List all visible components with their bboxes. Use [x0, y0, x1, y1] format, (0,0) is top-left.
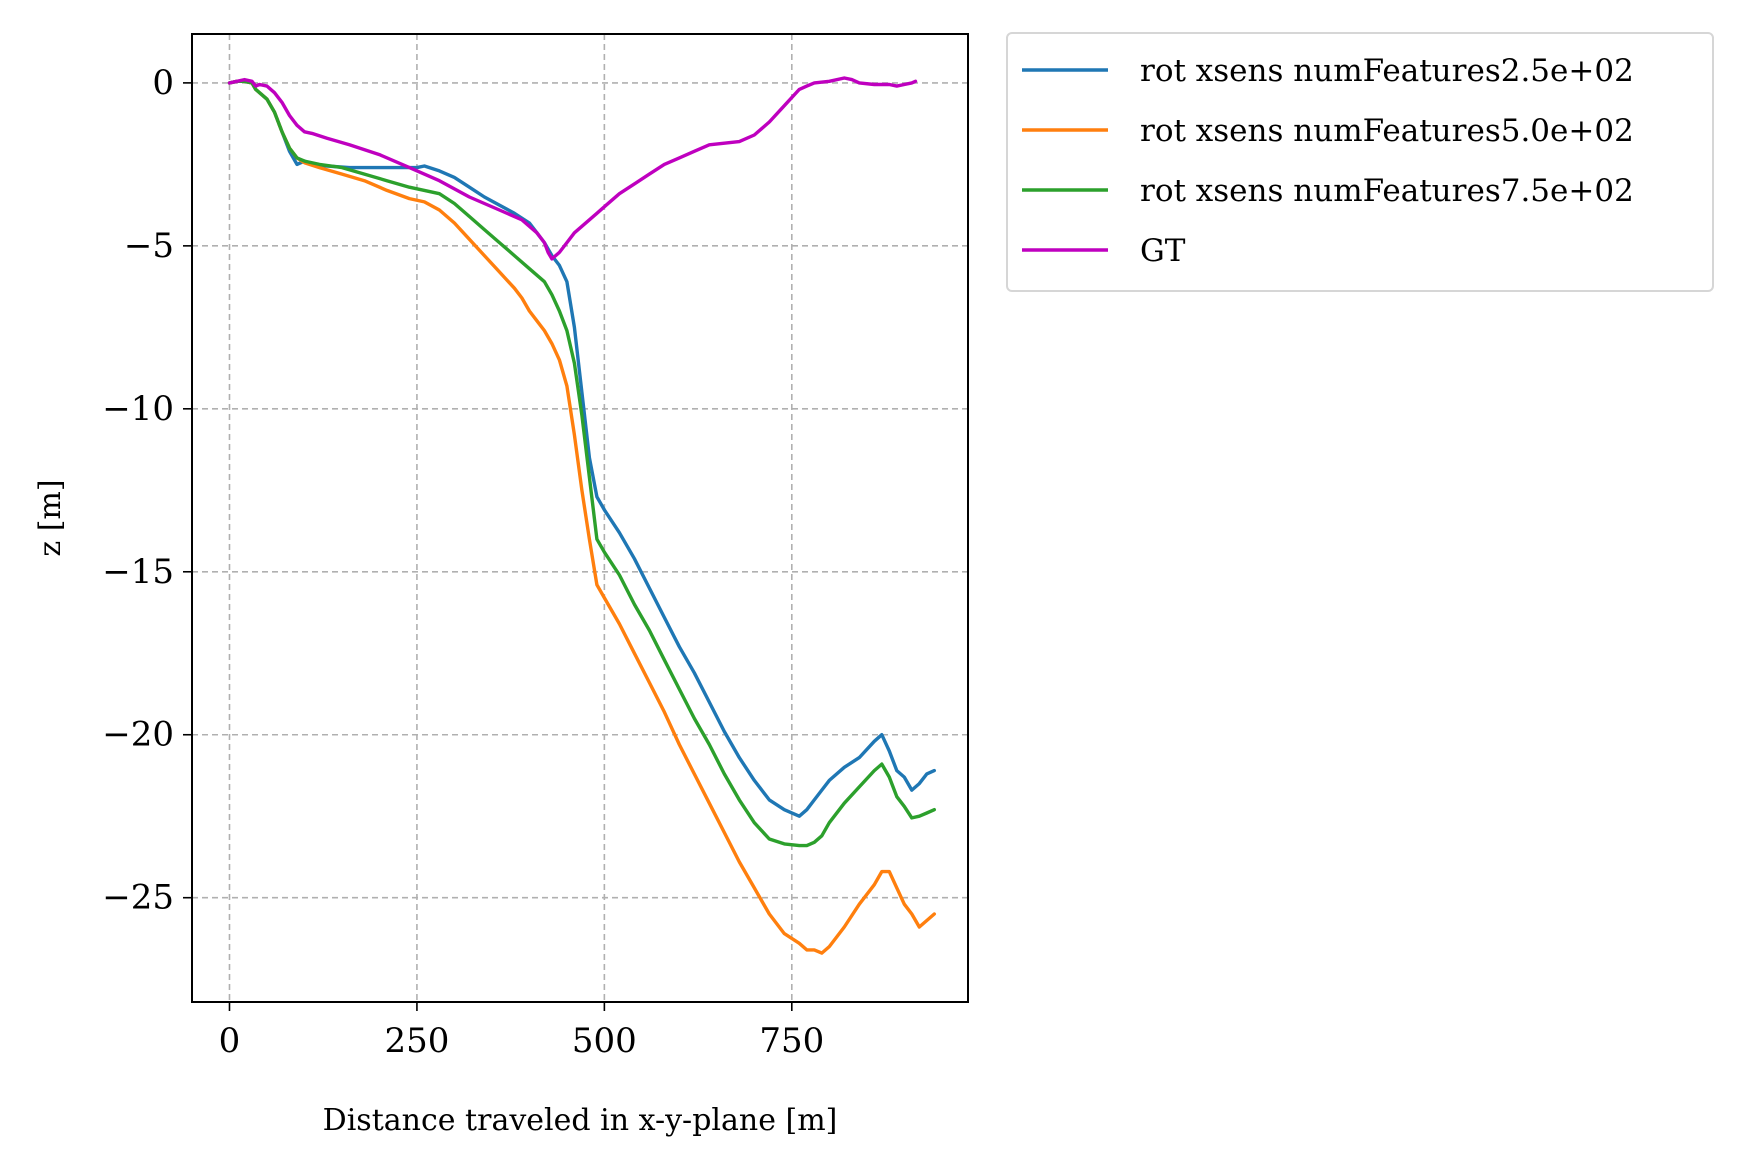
- legend-label-3: rot xsens numFeatures7.5e+02: [1140, 173, 1634, 209]
- y-tick-label: −20: [102, 715, 174, 755]
- x-tick-label: 250: [384, 1021, 449, 1061]
- legend: rot xsens numFeatures2.5e+02 rot xsens nu…: [1006, 32, 1714, 292]
- y-tick-label: −10: [102, 389, 174, 429]
- axis-ticks: 0 250 500 750 0 −5 −10 −15 −20 −25: [102, 63, 824, 1061]
- x-tick-label: 500: [572, 1021, 637, 1061]
- plot-frame: [191, 33, 969, 1003]
- y-tick-label: 0: [152, 63, 174, 103]
- series-line-4: [227, 76, 918, 261]
- legend-frame: [1006, 32, 1714, 292]
- y-tick-label: −5: [124, 226, 174, 266]
- x-tick-label: 0: [219, 1021, 241, 1061]
- legend-label-2: rot xsens numFeatures5.0e+02: [1140, 113, 1634, 149]
- series-line-2: [227, 79, 936, 955]
- legend-label-1: rot xsens numFeatures2.5e+02: [1140, 53, 1634, 89]
- series-line-3: [227, 79, 936, 848]
- x-tick-label: 750: [759, 1021, 824, 1061]
- legend-label-4: GT: [1140, 233, 1186, 269]
- y-tick-label: −15: [102, 552, 174, 592]
- x-axis-label: Distance traveled in x-y-plane [m]: [323, 1103, 838, 1138]
- grid: [192, 34, 968, 1002]
- y-tick-label: −25: [102, 878, 174, 918]
- y-axis-label: z [m]: [33, 479, 68, 556]
- series-lines: [227, 76, 936, 955]
